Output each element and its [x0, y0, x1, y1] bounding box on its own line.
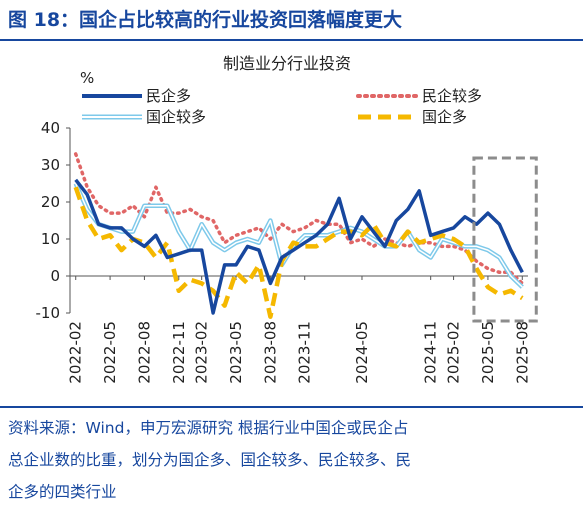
- y-tick-label-1: 0: [50, 267, 60, 285]
- figure-title: 图 18：国企占比较高的行业投资回落幅度更大: [8, 9, 403, 31]
- series-line-2: [73, 152, 525, 286]
- x-tick-label-10: 2025-02: [445, 321, 463, 384]
- x-tick-label-4: 2023-02: [193, 321, 211, 384]
- x-tick-label-11: 2025-05: [479, 321, 497, 384]
- x-tick-label-8: 2024-05: [353, 321, 371, 384]
- legend-label-2: 民企较多: [422, 87, 482, 105]
- chart-title: 制造业分行业投资: [223, 54, 351, 73]
- y-tick-label-4: 30: [41, 156, 60, 174]
- x-tick-label-9: 2024-11: [422, 321, 440, 384]
- x-tick-label-2: 2022-08: [135, 321, 153, 384]
- legend-label-3: 国企较多: [146, 108, 206, 126]
- x-tick-label-6: 2023-08: [261, 321, 279, 384]
- y-tick-label-5: 40: [41, 119, 60, 137]
- source-line-2: 总企业数的比重，划分为国企多、国企较多、民企较多、民: [8, 451, 412, 469]
- y-tick-label-2: 10: [41, 230, 60, 248]
- x-tick-label-5: 2023-05: [227, 321, 245, 384]
- title-rule: [0, 39, 583, 41]
- y-tick-label-3: 20: [41, 193, 60, 211]
- legend-label-4: 国企多: [422, 108, 467, 126]
- series-line-3-inner: [75, 183, 523, 288]
- series-line-1: [74, 178, 524, 315]
- highlight-box: [472, 156, 538, 323]
- x-tick-label-1: 2022-05: [101, 321, 119, 384]
- source-note: 资料来源：Wind，申万宏源研究 根据行业中国企或民企占 总企业数的比重，划分为…: [8, 412, 583, 508]
- legend-label-1: 民企多: [146, 87, 191, 105]
- source-line-1: 资料来源：Wind，申万宏源研究 根据行业中国企或民企占: [8, 419, 409, 437]
- y-tick-label-0: -10: [36, 304, 61, 322]
- source-rule: [0, 406, 583, 408]
- series-line-4: [73, 186, 524, 319]
- x-tick-label-7: 2023-11: [296, 321, 314, 384]
- series-line-3-outer: [73, 182, 524, 289]
- x-tick-label-12: 2025-08: [513, 321, 531, 384]
- y-axis-label: %: [80, 69, 94, 87]
- x-tick-label-3: 2022-11: [170, 321, 188, 384]
- x-tick-label-0: 2022-02: [67, 321, 85, 384]
- source-line-3: 企多的四类行业: [8, 483, 117, 501]
